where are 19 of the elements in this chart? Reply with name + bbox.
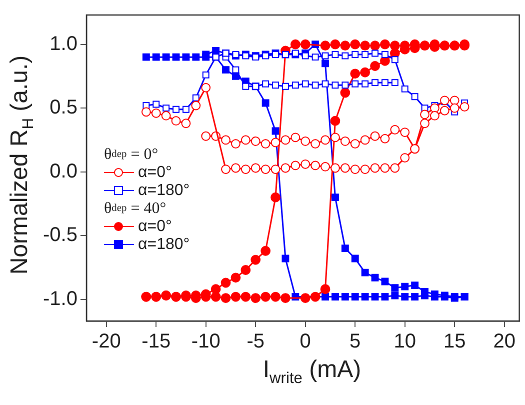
x-tick-label: 20 xyxy=(493,330,516,353)
legend-label: α=180° xyxy=(138,236,190,254)
x-tick-label: 0 xyxy=(300,330,311,353)
x-axis-title: I$_{write}$ (mA) xyxy=(262,356,362,388)
x-tick-label: 10 xyxy=(394,330,416,353)
legend-label: α=0° xyxy=(138,218,172,236)
x-tick-label: -15 xyxy=(142,330,171,353)
x-tick-label: 5 xyxy=(350,330,361,353)
x-tick-label: -5 xyxy=(246,330,265,353)
legend-label: α=0° xyxy=(138,164,172,182)
x-tick-label: -10 xyxy=(191,330,220,353)
y-tick-label: 1.0 xyxy=(50,32,78,55)
x-tick-label: 15 xyxy=(444,330,466,353)
x-tick-label: -20 xyxy=(92,330,121,353)
legend-label: α=180° xyxy=(138,182,190,200)
y-tick-label: -1.0 xyxy=(42,288,78,310)
y-tick-label: 0.0 xyxy=(50,160,78,182)
y-tick-label: 0.5 xyxy=(50,96,78,119)
y-tick-label: -0.5 xyxy=(42,224,78,246)
